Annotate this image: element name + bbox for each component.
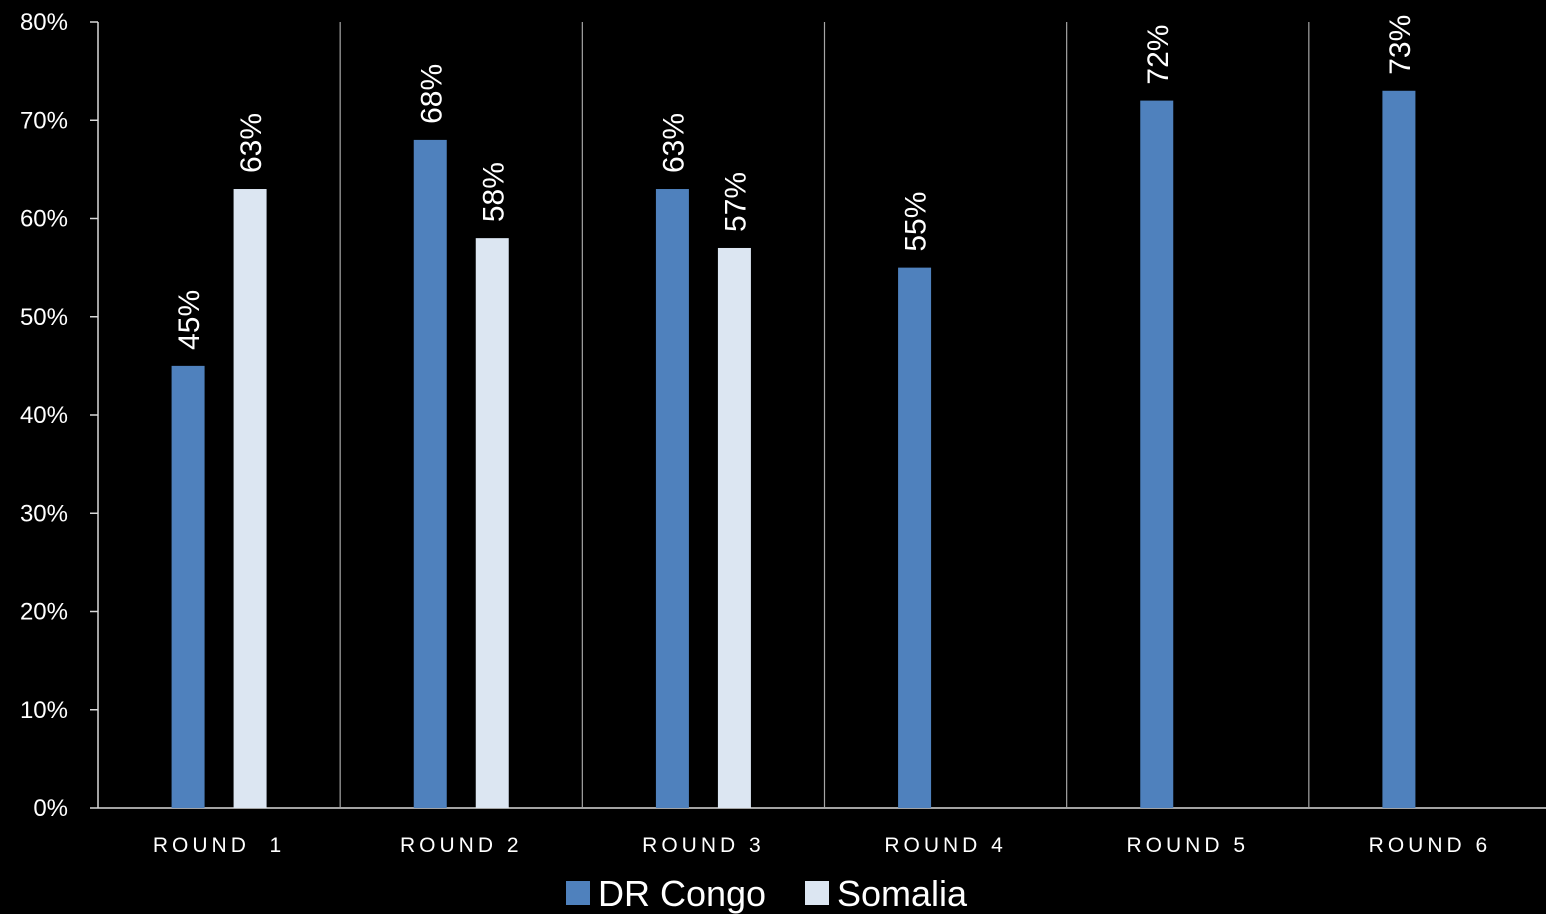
data-label: 58% xyxy=(477,162,510,222)
bar xyxy=(655,189,689,808)
bar xyxy=(413,139,447,808)
y-tick-label: 60% xyxy=(20,206,68,233)
y-tick-label: 70% xyxy=(20,107,68,134)
data-label: 57% xyxy=(719,172,752,232)
x-axis-categories: ROUND 1 ROUND 2 ROUND 3 ROUND 4 ROUND 5 ROUND… xyxy=(153,834,1492,857)
data-label: 63% xyxy=(657,113,690,173)
data-label: 72% xyxy=(1142,25,1175,85)
data-label: 73% xyxy=(1384,15,1417,75)
data-labels: 45% 68% 63% 55% 72% 73% 63% 58% 57% xyxy=(173,15,1417,350)
y-axis-ticks: 0% 10% 20% 30% 40% 50% 60% 70% 80% xyxy=(20,9,98,822)
axes xyxy=(97,22,1546,809)
y-tick-label: 50% xyxy=(20,304,68,331)
y-tick-label: 80% xyxy=(20,9,68,36)
data-label: 55% xyxy=(900,192,933,252)
x-tick-label: ROUND 3 xyxy=(642,834,765,857)
bars xyxy=(171,90,1416,809)
bar xyxy=(1140,100,1174,809)
y-tick-label: 10% xyxy=(20,697,68,724)
legend: DR Congo Somalia xyxy=(566,873,968,914)
legend-label: DR Congo xyxy=(598,873,766,914)
y-tick-label: 40% xyxy=(20,402,68,429)
bar xyxy=(717,247,751,809)
x-tick-label: ROUND 1 xyxy=(153,834,285,857)
data-label: 63% xyxy=(235,113,268,173)
data-label: 45% xyxy=(173,290,206,350)
bar xyxy=(898,267,932,808)
data-label: 68% xyxy=(415,64,448,124)
x-tick-label: ROUND 5 xyxy=(1126,834,1249,857)
legend-label: Somalia xyxy=(837,873,968,914)
x-tick-label: ROUND 4 xyxy=(884,834,1007,857)
bar xyxy=(171,365,205,808)
bar xyxy=(233,189,267,808)
x-tick-label: ROUND 2 xyxy=(400,834,523,857)
legend-swatch xyxy=(566,881,590,905)
bar xyxy=(1382,90,1416,808)
category-separators xyxy=(339,22,1310,808)
y-tick-label: 30% xyxy=(20,500,68,527)
legend-swatch xyxy=(805,881,829,905)
x-tick-label: ROUND 6 xyxy=(1369,834,1492,857)
y-tick-label: 20% xyxy=(20,599,68,626)
bar xyxy=(475,238,509,808)
y-tick-label: 0% xyxy=(33,795,68,822)
